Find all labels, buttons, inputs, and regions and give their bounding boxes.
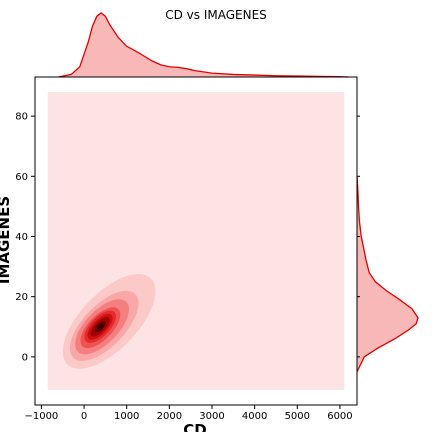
y-tick-label: 0 — [22, 352, 28, 363]
marginal-x-line — [58, 12, 349, 78]
y-axis-ticks: 0 20 40 60 80 — [15, 112, 360, 363]
chart-title: CD vs IMAGENES — [165, 8, 267, 22]
kde-contours — [62, 273, 156, 369]
y-axis-title: IMAGENES — [0, 196, 13, 284]
marginal-y-fill — [357, 176, 418, 372]
x-tick-label: 5000 — [285, 411, 310, 422]
joint-kde-plot — [47, 92, 345, 390]
plot-frame — [34, 76, 358, 406]
kde-contour-level-9 — [97, 323, 104, 331]
marginal-x-kde — [58, 12, 349, 78]
y-tick-label: 40 — [15, 232, 28, 243]
x-tick-label: 0 — [81, 411, 87, 422]
marginal-y-kde — [356, 176, 419, 373]
y-tick-label: 60 — [15, 172, 28, 183]
x-axis-title: CD — [183, 421, 206, 432]
x-axis-ticks: −1000 0 1000 2000 3000 4000 5000 6000 — [24, 405, 353, 422]
x-tick-label: 3000 — [199, 411, 224, 422]
x-tick-label: −1000 — [24, 411, 58, 422]
y-tick-label: 20 — [15, 292, 28, 303]
marginal-y-line — [356, 176, 419, 373]
y-tick-label: 80 — [15, 112, 28, 123]
x-tick-label: 4000 — [242, 411, 267, 422]
marginal-x-fill — [58, 13, 349, 77]
x-tick-label: 6000 — [327, 411, 352, 422]
x-tick-label: 2000 — [157, 411, 182, 422]
x-tick-label: 1000 — [114, 411, 139, 422]
